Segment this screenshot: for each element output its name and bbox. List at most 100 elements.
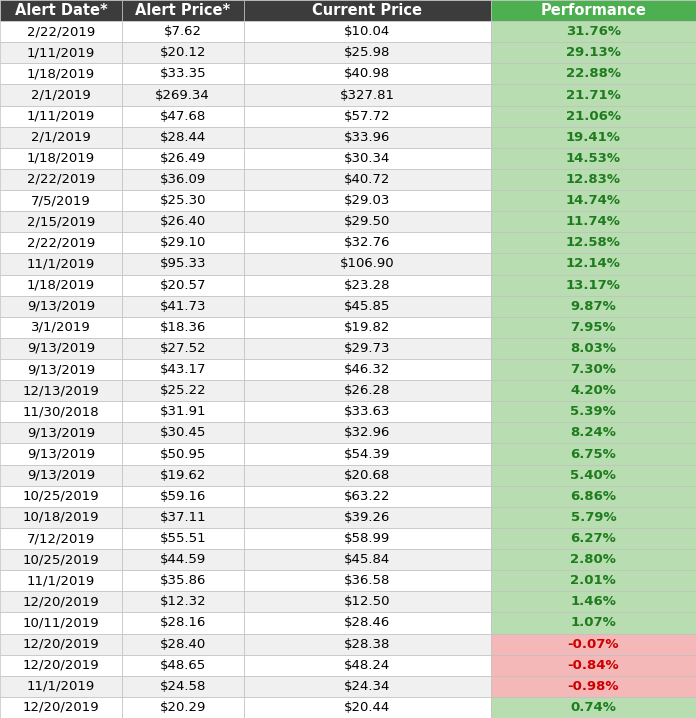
Bar [244,380,491,401]
Text: 7/12/2019: 7/12/2019 [26,532,95,545]
Bar [122,507,244,528]
Bar [491,612,696,633]
Bar [491,549,696,570]
Bar [491,21,696,42]
Bar [122,42,244,63]
Bar [122,126,244,148]
Bar [122,317,244,338]
Bar [0,380,122,401]
Text: $43.17: $43.17 [159,363,206,376]
Bar [122,296,244,317]
Text: 8.03%: 8.03% [570,342,617,355]
Text: Performance: Performance [540,3,647,18]
Bar [491,274,696,296]
Text: $45.84: $45.84 [344,553,390,566]
Bar [244,0,491,21]
Bar [122,190,244,211]
Text: 9/13/2019: 9/13/2019 [27,469,95,482]
Text: -0.84%: -0.84% [567,658,619,672]
Bar [244,21,491,42]
Text: 14.53%: 14.53% [566,152,621,165]
Text: Alert Price*: Alert Price* [135,3,230,18]
Bar [244,592,491,612]
Bar [0,465,122,485]
Bar [491,592,696,612]
Text: 1/11/2019: 1/11/2019 [26,110,95,123]
Text: 1/18/2019: 1/18/2019 [27,152,95,165]
Bar [122,401,244,422]
Bar [0,126,122,148]
Text: $44.59: $44.59 [159,553,206,566]
Bar [122,85,244,106]
Bar [491,253,696,274]
Text: $327.81: $327.81 [340,88,395,101]
Bar [244,633,491,655]
Bar [0,676,122,697]
Bar [244,359,491,380]
Bar [122,169,244,190]
Text: $46.32: $46.32 [344,363,390,376]
Bar [122,274,244,296]
Bar [244,190,491,211]
Bar [122,63,244,85]
Bar [122,528,244,549]
Bar [244,507,491,528]
Text: $29.10: $29.10 [159,236,206,249]
Bar [0,148,122,169]
Text: $24.58: $24.58 [159,680,206,693]
Bar [0,0,122,21]
Text: 10/25/2019: 10/25/2019 [22,490,100,503]
Bar [0,697,122,718]
Bar [122,570,244,592]
Text: $20.29: $20.29 [159,701,206,714]
Bar [0,63,122,85]
Bar [491,507,696,528]
Text: 2/22/2019: 2/22/2019 [26,25,95,38]
Text: $55.51: $55.51 [159,532,206,545]
Bar [491,570,696,592]
Text: $18.36: $18.36 [159,321,206,334]
Text: 5.79%: 5.79% [571,511,616,524]
Bar [491,359,696,380]
Bar [0,592,122,612]
Text: $20.12: $20.12 [159,46,206,60]
Bar [244,676,491,697]
Text: $58.99: $58.99 [344,532,390,545]
Bar [122,612,244,633]
Text: 0.74%: 0.74% [571,701,616,714]
Bar [491,485,696,507]
Text: 9/13/2019: 9/13/2019 [27,426,95,439]
Bar [491,106,696,126]
Bar [0,211,122,233]
Bar [491,380,696,401]
Text: $35.86: $35.86 [159,574,206,587]
Text: $12.32: $12.32 [159,595,206,608]
Bar [0,233,122,253]
Text: 7/5/2019: 7/5/2019 [31,194,90,207]
Text: 1.46%: 1.46% [571,595,616,608]
Bar [244,274,491,296]
Text: $26.40: $26.40 [159,215,206,228]
Bar [491,422,696,444]
Bar [122,549,244,570]
Bar [244,42,491,63]
Text: 21.71%: 21.71% [566,88,621,101]
Bar [0,528,122,549]
Text: 31.76%: 31.76% [566,25,621,38]
Bar [122,633,244,655]
Bar [491,317,696,338]
Text: 13.17%: 13.17% [566,279,621,292]
Text: 9/13/2019: 9/13/2019 [27,299,95,313]
Text: 12/20/2019: 12/20/2019 [22,658,100,672]
Text: 11.74%: 11.74% [566,215,621,228]
Bar [244,63,491,85]
Bar [122,253,244,274]
Bar [244,233,491,253]
Text: 6.86%: 6.86% [570,490,617,503]
Text: 4.20%: 4.20% [571,384,616,397]
Text: 9/13/2019: 9/13/2019 [27,363,95,376]
Text: $269.34: $269.34 [155,88,210,101]
Text: 22.88%: 22.88% [566,67,621,80]
Text: 1/11/2019: 1/11/2019 [26,46,95,60]
Bar [491,444,696,465]
